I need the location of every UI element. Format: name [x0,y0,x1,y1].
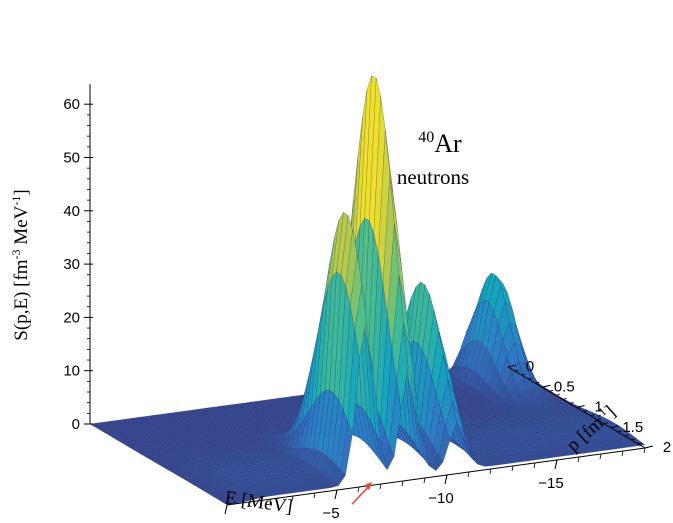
subtitle-neutrons: neutrons [397,165,469,189]
y-minor-tick [507,365,513,368]
x-tick-label: −5 [322,505,339,522]
y-minor-tick [617,430,622,433]
x-minor-tick [225,504,228,511]
x-minor-tick [621,450,624,457]
y-tick-label: 1 [594,399,602,416]
x-tick-label: 0 [217,520,225,523]
x-tick-label: −15 [538,475,563,492]
marker-arrow-head [364,482,373,491]
nucleus-label: 40Ar [418,129,462,158]
axes: 0 10 20 30 40 50 60 0 −5 −10 −15 0 0.5 1 1.5 2 [63,84,671,523]
y-minor-tick [535,381,540,384]
z-axis-label-end: ] [11,189,32,195]
z-axis-label-sup1: -3 [9,249,23,259]
marker-arrow-shaft [351,484,371,505]
x-minor-tick [291,495,294,502]
z-tick-label: 10 [63,363,80,380]
y-minor-tick [590,414,595,416]
x-minor-tick [379,483,382,490]
x-minor-tick [489,468,492,475]
z-tick-label: 0 [72,416,80,433]
z-tick-label: 60 [63,96,80,113]
y-tick-label: 1.5 [622,419,643,436]
y-minor-tick [521,373,526,376]
z-tick-label: 40 [63,203,80,220]
y-minor-tick [514,369,519,372]
x-minor-tick [599,453,602,460]
y-minor-tick [528,377,533,380]
surface-mesh [89,75,646,505]
x-minor-tick [555,459,558,466]
y-tick-label: 0 [526,358,534,375]
x-tick-label: −10 [428,490,453,507]
y-minor-tick [624,434,629,437]
y-minor-tick [603,422,608,425]
x-minor-tick [401,480,404,487]
x-minor-tick [247,501,250,508]
y-minor-tick [596,418,602,421]
y-minor-tick [542,385,547,388]
mass-number: 40 [418,129,434,146]
z-tick-label: 30 [63,256,80,273]
x-minor-tick [313,492,316,499]
x-minor-tick [467,471,470,478]
y-minor-tick [576,406,581,408]
z-axis-label-mid: MeV [11,205,32,249]
z-axis-label: S(p,E) [fm-3 MeV-1] [9,189,32,340]
y-tick-label: 0.5 [554,378,575,395]
x-minor-tick [511,465,514,472]
x-minor-tick [423,477,426,484]
z-tick-label: 20 [63,309,80,326]
element-symbol: Ar [434,129,462,158]
y-minor-tick [562,398,567,400]
x-minor-tick [577,456,580,463]
y-minor-tick [631,438,636,441]
z-axis-label-sup2: -1 [9,196,23,206]
z-tick-label: 50 [63,150,80,167]
x-minor-tick [335,489,338,496]
x-axis-line [226,447,646,506]
x-minor-tick [445,474,448,481]
y-minor-tick [644,446,650,449]
z-axis-label-main: S(p,E) [fm [11,259,32,340]
y-minor-tick [583,410,588,412]
y-minor-tick [638,442,643,445]
y-minor-tick [569,402,574,404]
y-minor-tick [549,389,554,392]
y-minor-tick [610,426,615,429]
x-minor-tick [357,486,360,493]
y-tick-label: 2 [663,439,671,456]
x-minor-tick [533,462,536,469]
x-minor-tick [643,447,646,454]
x-minor-tick [269,498,272,505]
y-minor-tick [555,393,561,396]
